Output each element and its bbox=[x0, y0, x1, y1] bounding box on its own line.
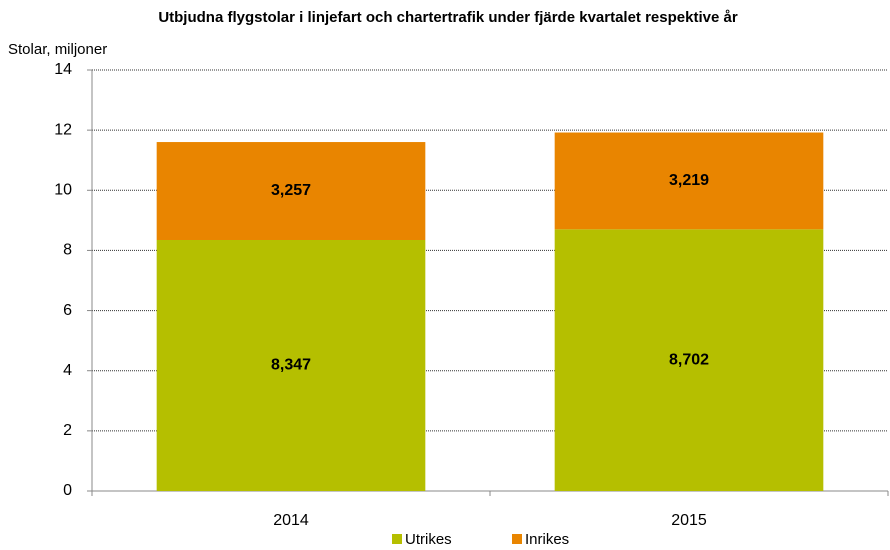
data-label: 3,257 bbox=[271, 182, 311, 199]
y-tick-label: 0 bbox=[63, 482, 72, 499]
legend-label: Utrikes bbox=[405, 531, 452, 548]
legend-swatch bbox=[392, 534, 402, 544]
y-tick-label: 14 bbox=[54, 61, 72, 78]
bar-segment bbox=[156, 142, 426, 240]
y-tick-label: 6 bbox=[63, 302, 72, 319]
y-tick-label: 12 bbox=[54, 121, 72, 138]
legend-swatch bbox=[512, 534, 522, 544]
data-label: 8,347 bbox=[271, 357, 311, 374]
data-label: 8,702 bbox=[669, 351, 709, 368]
x-tick-label: 2014 bbox=[273, 512, 309, 529]
x-tick-label: 2015 bbox=[671, 512, 707, 529]
y-tick-label: 8 bbox=[63, 242, 72, 259]
bar-segment bbox=[554, 229, 824, 492]
y-tick-label: 2 bbox=[63, 422, 72, 439]
y-axis-label: Stolar, miljoner bbox=[8, 41, 107, 58]
bar-segment bbox=[554, 132, 824, 230]
y-tick-label: 4 bbox=[63, 362, 72, 379]
bar-segment bbox=[156, 239, 426, 491]
legend-label: Inrikes bbox=[525, 531, 569, 548]
chart-title: Utbjudna flygstolar i linjefart och char… bbox=[158, 9, 738, 26]
y-tick-label: 10 bbox=[54, 182, 72, 199]
data-label: 3,219 bbox=[669, 172, 709, 189]
